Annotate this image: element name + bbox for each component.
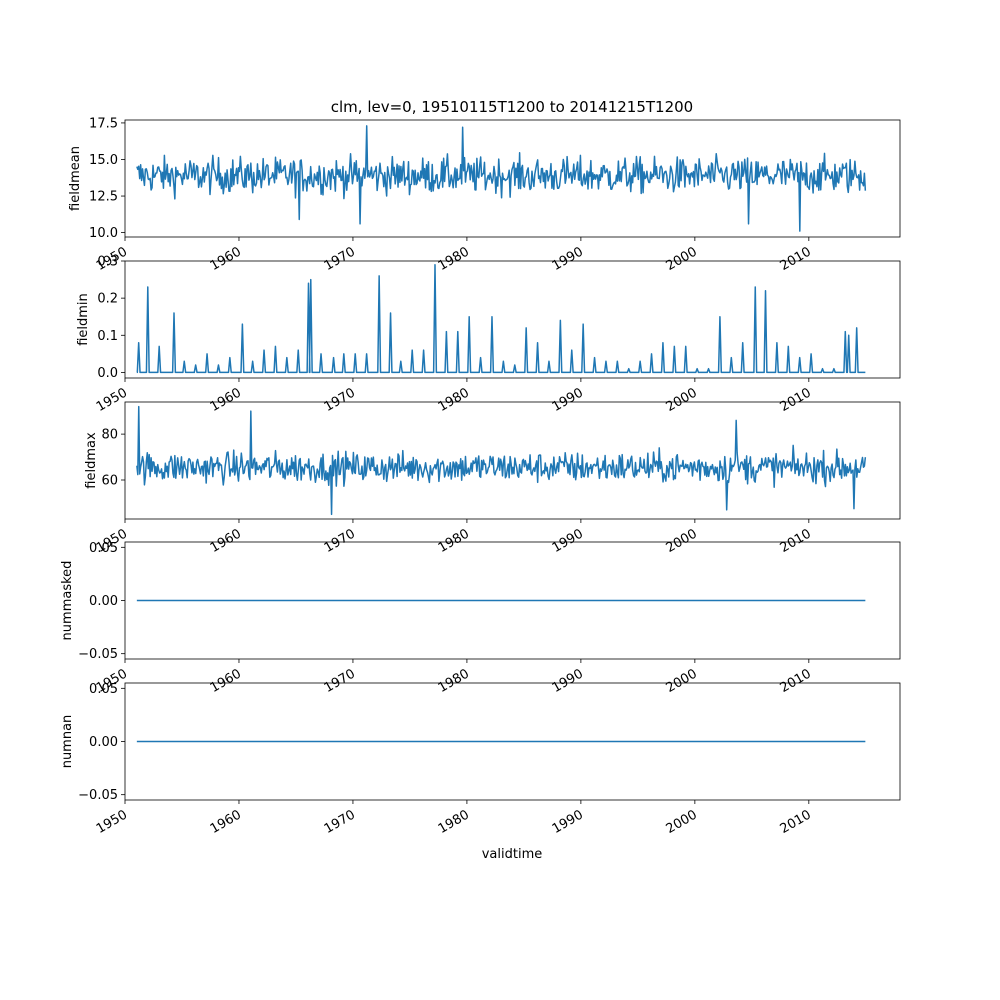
x-tick-label: 1950 [94, 807, 130, 837]
y-tick-label: 17.5 [89, 116, 118, 131]
x-tick-label: 1990 [550, 385, 586, 415]
x-tick-label: 2010 [778, 807, 814, 837]
x-tick-label: 1960 [208, 807, 244, 837]
x-tick-label: 1980 [436, 526, 472, 556]
x-tick-label: 1990 [550, 244, 586, 274]
axes-frame [124, 119, 901, 238]
y-tick-label: 12.5 [89, 190, 118, 205]
x-tick-label: 1970 [322, 385, 358, 415]
x-tick-label: 1980 [436, 666, 472, 696]
x-axis-label: validtime [482, 847, 543, 862]
y-axis-label-numnan: numnan [60, 715, 75, 769]
chart-title: clm, lev=0, 19510115T1200 to 20141215T12… [331, 98, 693, 116]
x-tick-label: 1990 [550, 526, 586, 556]
subplot-numnan: −0.05 0.00 0.05 1950 1960 1970 1980 1990 2000 201… [60, 682, 901, 837]
y-tick-label: 0.3 [97, 255, 118, 270]
y-tick-label: 60 [101, 474, 118, 489]
x-tick-label: 2000 [664, 666, 700, 696]
y-tick-label: 0.1 [97, 329, 118, 344]
y-axis-label-fieldmean: fieldmean [68, 146, 83, 211]
x-tick-label: 1950 [94, 385, 130, 415]
y-axis-label-fieldmax: fieldmax [84, 432, 99, 489]
subplot-fieldmin: 0.0 0.1 0.2 0.3 1950 1960 1970 1980 1990 2000 2010… [76, 255, 901, 415]
y-tick-label: 15.0 [89, 153, 118, 168]
y-tick-label: 0.05 [89, 541, 118, 556]
y-tick-label: 0.2 [97, 292, 118, 307]
x-tick-label: 1970 [322, 244, 358, 274]
y-tick-label: 10.0 [89, 226, 118, 241]
x-tick-label: 2000 [664, 807, 700, 837]
x-tick-label: 1980 [436, 807, 472, 837]
x-tick-label: 1970 [322, 666, 358, 696]
y-axis-label-nummasked: nummasked [60, 561, 75, 641]
x-tick-label: 1960 [208, 385, 244, 415]
y-tick-label: 0.05 [89, 682, 118, 697]
x-tick-label: 2000 [664, 244, 700, 274]
x-tick-label: 2010 [778, 666, 814, 696]
x-tick-label: 1980 [436, 244, 472, 274]
x-tick-label: 1960 [208, 244, 244, 274]
axes-frame [124, 260, 901, 379]
subplot-stack: 10.0 12.5 15.0 17.5 1950 1960 1970 1980 1990 2000… [60, 116, 901, 837]
y-tick-label: 0.00 [89, 594, 118, 609]
axes-frame [124, 401, 901, 520]
x-tick-label: 2010 [778, 385, 814, 415]
y-tick-label: 80 [101, 428, 118, 443]
x-tick-label: 1960 [208, 526, 244, 556]
x-tick-label: 2000 [664, 526, 700, 556]
x-tick-label: 1980 [436, 385, 472, 415]
x-tick-label: 2010 [778, 244, 814, 274]
x-tick-label: 1970 [322, 807, 358, 837]
y-axis-label-fieldmin: fieldmin [76, 293, 91, 346]
y-tick-label: −0.05 [78, 647, 118, 662]
y-tick-label: 0.00 [89, 735, 118, 750]
series-line-fieldmax [136, 405, 867, 516]
y-tick-label: 0.0 [97, 366, 118, 381]
x-tick-label: 1960 [208, 666, 244, 696]
x-tick-label: 2010 [778, 526, 814, 556]
x-tick-label: 1970 [322, 526, 358, 556]
series-line-fieldmean [136, 125, 867, 232]
x-tick-label: 2000 [664, 385, 700, 415]
x-tick-label: 1990 [550, 807, 586, 837]
x-tick-label: 1990 [550, 666, 586, 696]
y-tick-label: −0.05 [78, 788, 118, 803]
series-line-fieldmin [136, 263, 866, 374]
